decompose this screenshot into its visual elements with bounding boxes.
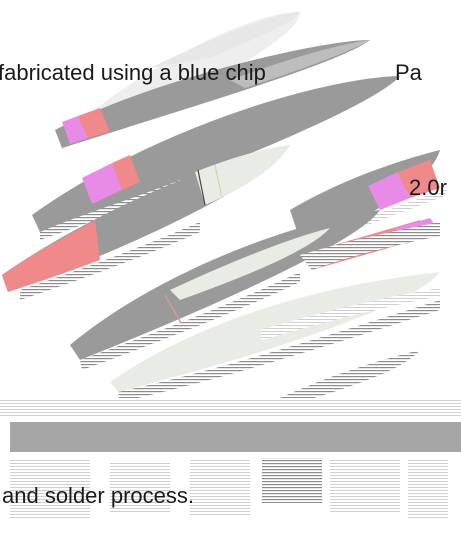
gray-band bbox=[10, 422, 461, 452]
caption-line-2: 2.0r bbox=[409, 175, 447, 200]
caption-line-1-left: fabricated using a blue chip bbox=[0, 60, 266, 85]
blade-5 bbox=[70, 210, 440, 370]
blade-2 bbox=[32, 76, 400, 240]
caption-line-3: and solder process. bbox=[2, 483, 194, 508]
blade-6 bbox=[110, 272, 440, 402]
hatched-strip bbox=[0, 398, 461, 416]
blade-3 bbox=[2, 145, 290, 300]
blade-1 bbox=[55, 40, 370, 148]
caption-line-1-right: Pa bbox=[395, 60, 423, 85]
bottom-components bbox=[10, 458, 448, 520]
blade-7 bbox=[280, 350, 420, 405]
